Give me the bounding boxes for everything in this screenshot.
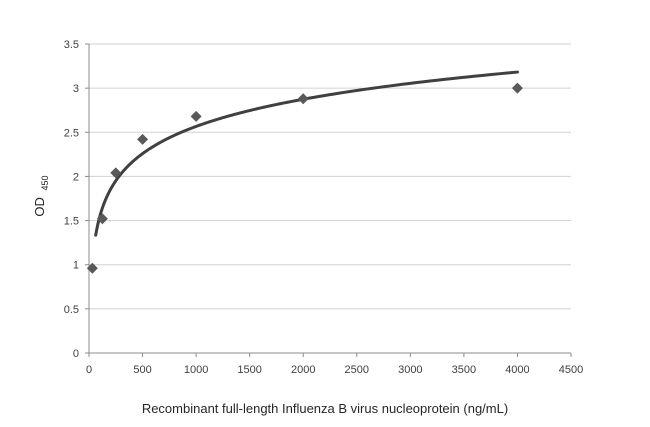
x-tick-label: 2500 — [345, 364, 369, 376]
y-tick-label: 3.5 — [64, 39, 79, 51]
data-point-diamond — [511, 82, 523, 94]
x-tick-label: 3500 — [452, 364, 476, 376]
y-axis-title: OD 450 — [32, 175, 50, 216]
trendline-layer — [94, 70, 519, 237]
y-axis-title-subscript: 450 — [40, 175, 50, 190]
data-point-diamond — [86, 262, 98, 274]
y-tick-label: 0.5 — [64, 304, 79, 316]
data-point-diamond — [297, 93, 309, 105]
data-points — [86, 82, 523, 274]
x-tick-label: 3000 — [398, 364, 422, 376]
y-axis-title-main: OD — [32, 197, 47, 217]
x-tick-label: 0 — [86, 364, 92, 376]
x-axis-title: Recombinant full-length Influenza B viru… — [142, 401, 508, 416]
trendline — [94, 70, 519, 237]
y-tick-label: 0 — [73, 348, 79, 360]
x-tick-label: 2000 — [291, 364, 315, 376]
x-tick-label: 500 — [133, 364, 151, 376]
grid-lines — [89, 43, 571, 310]
y-tick-label: 1 — [73, 260, 79, 272]
data-point-diamond — [190, 110, 202, 122]
data-point-diamond — [96, 213, 108, 225]
x-tick-label: 4500 — [559, 364, 583, 376]
data-point-diamond — [110, 167, 122, 179]
y-tick-label: 1.5 — [64, 216, 79, 228]
y-tick-labels: 0 0.5 1 1.5 2 2.5 3 3.5 — [64, 39, 79, 360]
x-tick-label: 1500 — [237, 364, 261, 376]
y-tick-label: 2.5 — [64, 127, 79, 139]
axes — [85, 43, 572, 357]
data-point-diamond — [137, 133, 149, 145]
x-tick-labels: 0 500 1000 1500 2000 2500 3000 3500 4000 4500 — [86, 364, 583, 376]
y-tick-label: 3 — [73, 83, 79, 95]
y-tick-label: 2 — [73, 171, 79, 183]
x-tick-label: 1000 — [184, 364, 208, 376]
x-tick-label: 4000 — [505, 364, 529, 376]
